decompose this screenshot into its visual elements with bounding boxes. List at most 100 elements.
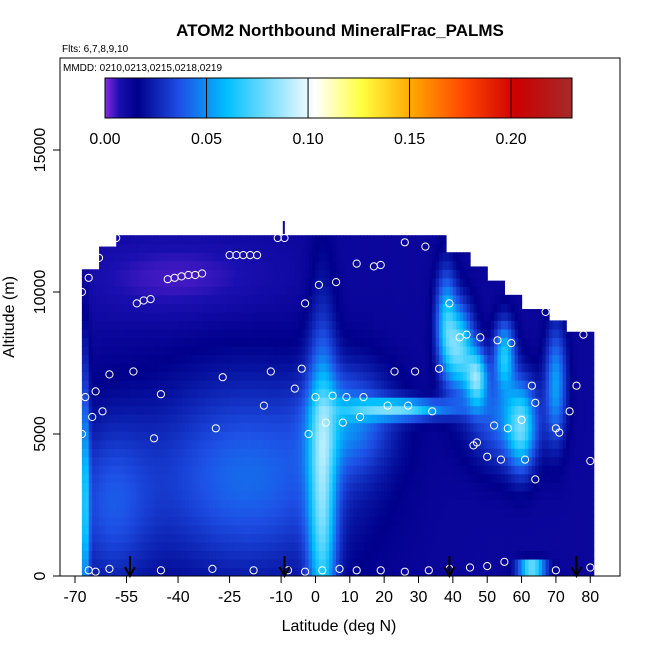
heatmap-cell	[294, 541, 299, 552]
heatmap-cell	[174, 277, 179, 287]
heatmap-cell	[243, 541, 248, 552]
heatmap-cell	[274, 490, 279, 500]
heatmap-cell	[452, 541, 457, 552]
heatmap-cell	[215, 303, 220, 313]
heatmap-cell	[160, 499, 165, 509]
heatmap-cell	[191, 507, 196, 517]
heatmap-cell	[205, 456, 210, 466]
heatmap-cell	[342, 337, 347, 347]
heatmap-cell	[191, 328, 196, 339]
heatmap-cell	[129, 269, 134, 279]
heatmap-cell	[212, 431, 217, 441]
heatmap-cell	[188, 567, 193, 576]
heatmap-cell	[202, 439, 207, 449]
heatmap-cell	[174, 414, 179, 424]
heatmap-cell	[432, 277, 437, 287]
heatmap-cell	[267, 345, 272, 356]
heatmap-cell	[294, 448, 299, 458]
heatmap-cell	[305, 235, 310, 245]
heatmap-cell	[119, 320, 124, 330]
heatmap-cell	[511, 490, 516, 500]
heatmap-cell	[445, 388, 451, 398]
heatmap-cell	[160, 380, 165, 390]
heatmap-cell	[250, 499, 255, 509]
heatmap-cell	[85, 473, 90, 483]
heatmap-cell	[260, 431, 265, 441]
heatmap-cell	[222, 448, 227, 458]
heatmap-cell	[250, 550, 255, 560]
heatmap-cell	[109, 507, 114, 517]
heatmap-cell	[236, 345, 241, 356]
heatmap-cell	[195, 294, 200, 304]
heatmap-cell	[112, 328, 117, 339]
heatmap-cell	[109, 439, 114, 449]
heatmap-cell	[497, 422, 502, 432]
heatmap-cell	[215, 541, 220, 552]
heatmap-cell	[274, 303, 279, 313]
heatmap-cell	[250, 328, 255, 339]
heatmap-cell	[332, 371, 337, 381]
heatmap-cell	[250, 558, 255, 569]
heatmap-cell	[408, 414, 413, 424]
heatmap-cell	[387, 524, 392, 534]
heatmap-cell	[312, 388, 317, 398]
heatmap-cell	[494, 414, 499, 424]
heatmap-cell	[95, 277, 100, 287]
heatmap-cell	[129, 345, 134, 356]
heatmap-cell	[167, 345, 172, 356]
heatmap-cell	[504, 380, 509, 390]
heatmap-cell	[263, 439, 268, 449]
heatmap-cell	[325, 380, 330, 390]
heatmap-cell	[260, 524, 265, 534]
heatmap-cell	[435, 260, 440, 270]
heatmap-cell	[243, 448, 248, 458]
heatmap-cell	[270, 328, 275, 339]
heatmap-cell	[459, 397, 464, 407]
heatmap-cell	[507, 397, 512, 407]
heatmap-cell	[171, 533, 176, 543]
heatmap-cell	[284, 414, 289, 424]
heatmap-cell	[394, 252, 399, 262]
heatmap-cell	[167, 311, 172, 321]
heatmap-cell	[263, 431, 268, 441]
heatmap-cell	[391, 371, 396, 381]
heatmap-cell	[191, 456, 196, 466]
heatmap-cell	[116, 294, 121, 304]
heatmap-cell	[411, 328, 416, 339]
heatmap-cell	[263, 328, 268, 339]
heatmap-cell	[184, 431, 189, 441]
heatmap-cell	[507, 354, 512, 364]
heatmap-cell	[332, 294, 337, 304]
heatmap-cell	[370, 533, 375, 543]
heatmap-cell	[425, 371, 430, 381]
heatmap-cell	[497, 371, 502, 381]
heatmap-cell	[305, 490, 310, 500]
heatmap-cell	[85, 371, 90, 381]
heatmap-cell	[318, 533, 323, 543]
heatmap-cell	[497, 397, 502, 407]
heatmap-cell	[425, 380, 430, 390]
heatmap-cell	[136, 277, 141, 287]
heatmap-cell	[184, 388, 189, 398]
heatmap-cell	[243, 243, 248, 253]
heatmap-cell	[243, 550, 248, 560]
heatmap-cell	[157, 405, 162, 415]
heatmap-cell	[318, 286, 323, 296]
heatmap-cell	[497, 363, 502, 373]
heatmap-cell	[133, 414, 138, 424]
heatmap-cell	[366, 490, 372, 500]
heatmap-cell	[500, 473, 505, 483]
heatmap-cell	[466, 260, 471, 270]
heatmap-cell	[140, 431, 145, 441]
heatmap-cell	[281, 286, 286, 296]
heatmap-cell	[140, 405, 145, 415]
heatmap-cell	[346, 507, 351, 517]
heatmap-cell	[287, 286, 293, 296]
heatmap-cell	[428, 507, 433, 517]
heatmap-cell	[322, 320, 327, 330]
heatmap-cell	[466, 380, 471, 390]
heatmap-cell	[294, 524, 299, 534]
heatmap-cell	[239, 345, 244, 356]
heatmap-cell	[507, 516, 512, 526]
heatmap-cell	[250, 380, 255, 390]
